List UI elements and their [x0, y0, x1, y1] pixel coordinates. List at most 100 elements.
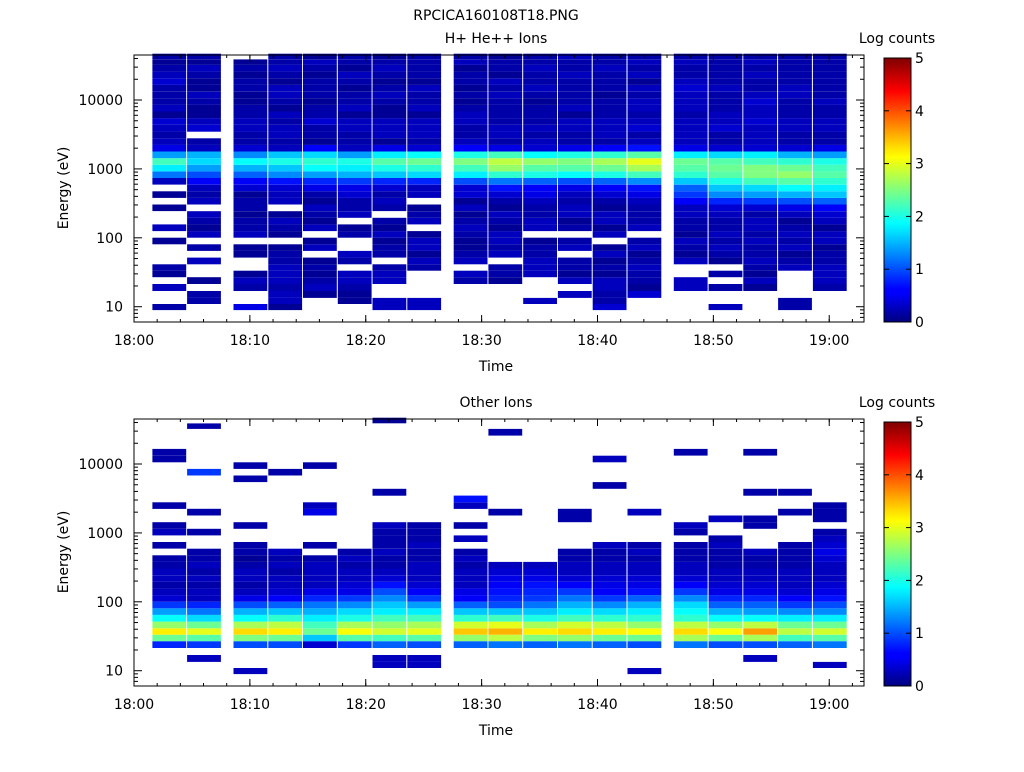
- heatmap-cell: [407, 191, 442, 198]
- heatmap-cell: [187, 297, 221, 304]
- heatmap-cell: [488, 224, 523, 232]
- heatmap-cell: [557, 628, 592, 635]
- heatmap-cell: [812, 118, 847, 125]
- heatmap-cell: [673, 601, 708, 609]
- heatmap-cell: [743, 244, 778, 251]
- heatmap-cell: [488, 264, 523, 271]
- y-axis-label: Energy (eV): [56, 511, 72, 594]
- heatmap-cell: [673, 104, 708, 112]
- heatmap-cell: [488, 204, 523, 212]
- heatmap-cell: [673, 588, 708, 596]
- heatmap-cell: [372, 661, 407, 668]
- heatmap-cell: [407, 164, 442, 172]
- colorbar-tick-label: 5: [915, 415, 924, 431]
- heatmap-cell: [152, 78, 187, 85]
- heatmap-cell: [152, 178, 187, 185]
- heatmap-cell: [488, 144, 523, 152]
- heatmap-cell: [523, 98, 557, 105]
- heatmap-cell: [743, 118, 778, 125]
- heatmap-cell: [453, 78, 488, 85]
- x-tick-label: 18:00: [114, 333, 154, 349]
- heatmap-cell: [592, 191, 627, 198]
- heatmap-cell: [268, 264, 303, 271]
- heatmap-cell: [592, 224, 627, 232]
- heatmap-cell: [407, 211, 442, 218]
- x-tick-label: 18:30: [461, 697, 501, 713]
- heatmap-cell: [337, 555, 372, 562]
- heatmap-cell: [372, 297, 407, 304]
- heatmap-cell: [708, 595, 743, 602]
- heatmap-cell: [372, 144, 407, 152]
- heatmap-cell: [303, 171, 337, 178]
- heatmap-cell: [557, 270, 592, 278]
- heatmap-cell: [708, 197, 743, 205]
- heatmap-cell: [812, 211, 847, 218]
- heatmap-cell: [778, 197, 812, 205]
- heatmap-cell: [708, 614, 743, 622]
- heatmap-cell: [268, 91, 303, 99]
- heatmap-cell: [233, 304, 268, 311]
- heatmap-cell: [673, 542, 708, 549]
- heatmap-cell: [557, 555, 592, 562]
- heatmap-cell: [187, 601, 221, 609]
- heatmap-cell: [488, 628, 523, 635]
- heatmap-cell: [488, 581, 523, 589]
- heatmap-cell: [372, 581, 407, 589]
- heatmap-cell: [778, 581, 812, 589]
- heatmap-cell: [778, 59, 812, 65]
- heatmap-cell: [812, 581, 847, 589]
- heatmap-cell: [407, 264, 442, 271]
- heatmap-cell: [673, 111, 708, 119]
- heatmap-cell: [488, 118, 523, 125]
- heatmap-cell: [187, 231, 221, 238]
- heatmap-cell: [557, 561, 592, 569]
- heatmap-cell: [407, 528, 442, 536]
- heatmap-cell: [557, 118, 592, 125]
- heatmap-cell: [303, 621, 337, 629]
- heatmap-cell: [337, 151, 372, 159]
- heatmap-cell: [673, 231, 708, 238]
- heatmap-cell: [627, 595, 662, 602]
- heatmap-cell: [708, 244, 743, 251]
- heatmap-cell: [372, 548, 407, 556]
- heatmap-cell: [708, 191, 743, 198]
- heatmap-cell: [778, 178, 812, 185]
- heatmap-cell: [812, 144, 847, 152]
- heatmap-cell: [627, 244, 662, 251]
- heatmap-cell: [592, 197, 627, 205]
- heatmap-cell: [523, 237, 557, 245]
- heatmap-cell: [743, 64, 778, 72]
- heatmap-cell: [372, 250, 407, 258]
- heatmap-cell: [627, 71, 662, 79]
- heatmap-cell: [778, 138, 812, 145]
- heatmap-cell: [743, 568, 778, 576]
- heatmap-cell: [592, 91, 627, 99]
- heatmap-cell: [557, 217, 592, 225]
- heatmap-cell: [152, 111, 187, 119]
- heatmap-cell: [708, 628, 743, 635]
- heatmap-cell: [233, 191, 268, 198]
- heatmap-cell: [627, 555, 662, 562]
- heatmap-cell: [453, 138, 488, 145]
- heatmap-cell: [523, 581, 557, 589]
- heatmap-cell: [523, 84, 557, 92]
- heatmap-cell: [488, 428, 523, 436]
- heatmap-cell: [268, 575, 303, 582]
- heatmap-cell: [233, 231, 268, 238]
- heatmap-cell: [233, 111, 268, 119]
- heatmap-cell: [812, 91, 847, 99]
- heatmap-cell: [708, 601, 743, 609]
- heatmap-cell: [523, 53, 557, 60]
- heatmap-cell: [743, 548, 778, 556]
- heatmap-cell: [372, 231, 407, 238]
- heatmap-cell: [407, 297, 442, 304]
- heatmap-cell: [453, 548, 488, 556]
- heatmap-cell: [268, 104, 303, 112]
- heatmap-cell: [453, 211, 488, 218]
- heatmap-cell: [812, 502, 847, 509]
- heatmap-cell: [303, 555, 337, 562]
- heatmap-cell: [372, 655, 407, 662]
- heatmap-cell: [812, 515, 847, 523]
- heatmap-cell: [743, 581, 778, 589]
- heatmap-cell: [592, 184, 627, 192]
